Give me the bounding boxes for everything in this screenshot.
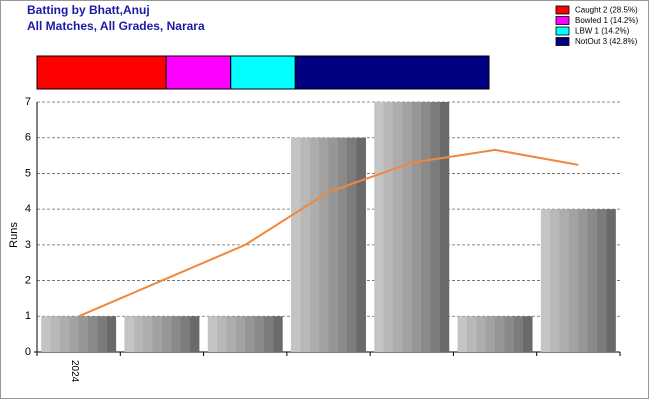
- y-tick-label: 2: [25, 274, 31, 286]
- legend-label: LBW 1 (14.2%): [575, 27, 630, 36]
- stack-segment: [165, 55, 232, 90]
- y-tick-label: 7: [25, 96, 31, 108]
- legend-swatch: [555, 37, 570, 46]
- bar: [374, 102, 450, 352]
- bar: [540, 209, 616, 352]
- y-tick-label: 6: [25, 132, 31, 144]
- y-tick-label: 4: [25, 203, 31, 215]
- stack-segment: [230, 55, 296, 90]
- legend-swatch: [555, 5, 570, 15]
- legend-swatch: [555, 16, 570, 25]
- bar: [207, 316, 283, 352]
- x-tick-label: 2024: [69, 360, 80, 383]
- chart-title: Batting by Bhatt,Anuj: [27, 3, 150, 17]
- y-axis-label: Runs: [8, 222, 20, 248]
- bar: [457, 316, 533, 352]
- legend-swatch: [555, 26, 570, 36]
- chart-subtitle: All Matches, All Grades, Narara: [27, 19, 205, 33]
- legend-label: Bowled 1 (14.2%): [575, 16, 638, 25]
- trend-line: [78, 148, 579, 318]
- bar: [124, 316, 200, 352]
- y-tick-label: 1: [25, 310, 31, 322]
- stack-segment: [294, 55, 490, 90]
- y-tick-label: 0: [25, 346, 31, 358]
- bar: [41, 316, 117, 352]
- y-tick-label: 3: [25, 239, 31, 251]
- legend-label: Caught 2 (28.5%): [575, 6, 638, 15]
- bar: [291, 137, 366, 352]
- y-tick-label: 5: [25, 167, 31, 179]
- legend-label: NotOut 3 (42.8%): [575, 37, 638, 46]
- stack-segment: [36, 55, 167, 90]
